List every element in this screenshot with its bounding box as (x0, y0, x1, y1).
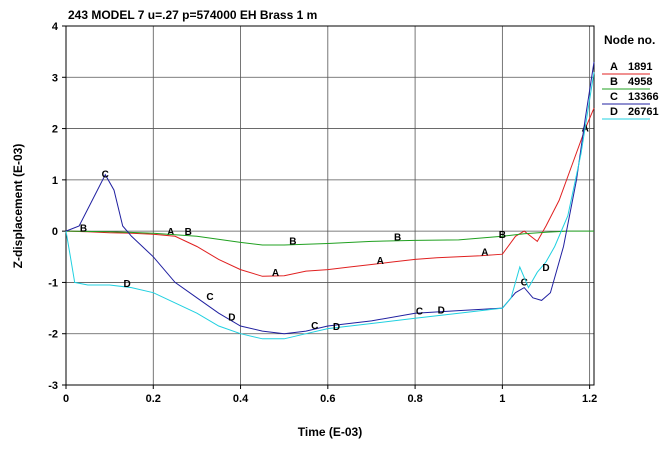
y-tick-label: 1 (52, 175, 58, 187)
series-marker-label: C (206, 292, 213, 303)
series-marker-label: D (333, 322, 340, 333)
series-marker-label: B (499, 230, 506, 241)
x-axis: 0 0.2 0.4 0.6 0.8 1 1.2 (63, 385, 597, 405)
series-d: D D D D D (65, 72, 595, 340)
series-marker-label: D (438, 306, 445, 317)
legend-item-c: C 13366 (602, 91, 659, 105)
series-marker-label: A (167, 227, 174, 238)
legend-label: 1891 (628, 61, 652, 73)
series-line (65, 107, 595, 277)
y-axis-label: Z-displacement (E-03) (11, 144, 25, 269)
y-tick-label: 2 (52, 124, 58, 136)
series-line (65, 72, 595, 340)
legend: Node no. A 1891 B 4958 C 13366 D 26761 (602, 33, 659, 120)
series-marker-label: C (416, 307, 423, 318)
series-marker-label: B (289, 236, 296, 247)
y-tick-label: 3 (52, 72, 58, 84)
y-axis: -3 -2 -1 0 1 2 3 4 (48, 21, 66, 392)
legend-letter: C (610, 91, 618, 103)
y-tick-label: 0 (52, 226, 58, 238)
series-marker-label: B (80, 224, 87, 235)
legend-label: 26761 (628, 106, 659, 118)
series-marker-label: B (185, 227, 192, 238)
series-marker-label: C (102, 170, 109, 181)
y-tick-label: -1 (48, 277, 58, 289)
series-marker-label: D (542, 263, 549, 274)
series-c: C C C C C (65, 61, 595, 335)
x-tick-label: 0 (63, 393, 69, 405)
chart-title: 243 MODEL 7 u=.27 p=574000 EH Brass 1 m (68, 8, 317, 22)
legend-item-b: B 4958 (602, 76, 652, 90)
series-line (65, 61, 595, 335)
x-tick-label: 1.2 (582, 393, 597, 405)
series-marker-label: D (228, 312, 235, 323)
x-axis-label: Time (E-03) (298, 425, 362, 439)
legend-letter: A (610, 61, 618, 73)
x-tick-label: 0.4 (233, 393, 249, 405)
plot-frame (65, 25, 595, 386)
legend-label: 4958 (628, 76, 652, 88)
x-tick-label: 0.6 (320, 393, 335, 405)
y-tick-label: 4 (52, 21, 59, 33)
series-line (65, 230, 594, 246)
x-tick-label: 0.2 (146, 393, 161, 405)
series-marker-label: C (521, 277, 528, 288)
series-marker-label: D (123, 279, 130, 290)
legend-item-d: D 26761 (602, 106, 659, 120)
series-marker-label: B (394, 232, 401, 243)
series-b: B B B B B (65, 224, 594, 247)
legend-item-a: A 1891 (602, 61, 652, 75)
x-tick-label: 1 (499, 393, 505, 405)
series-marker-label: C (311, 321, 318, 332)
series-marker-label: A (272, 268, 279, 279)
legend-label: 13366 (628, 91, 659, 103)
y-tick-label: -3 (48, 380, 58, 392)
series-marker-label: A (377, 256, 384, 267)
legend-letter: D (610, 106, 618, 118)
x-tick-label: 0.8 (407, 393, 422, 405)
legend-title: Node no. (604, 33, 655, 47)
y-tick-label: -2 (48, 329, 58, 341)
legend-letter: B (610, 76, 618, 88)
series-marker-label: A (481, 248, 488, 259)
grid (65, 25, 594, 386)
